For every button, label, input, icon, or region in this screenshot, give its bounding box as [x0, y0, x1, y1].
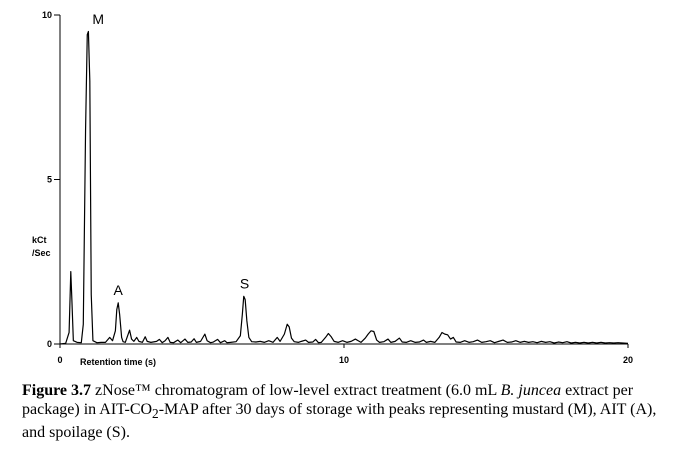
caption-text-3: -MAP after 30 days of storage with peaks…	[22, 401, 657, 442]
y-axis-label-line1: kCt	[32, 235, 47, 245]
chart-axes	[59, 15, 628, 345]
y-tick-label: 0	[47, 339, 52, 349]
chromatogram-chart: 0 5 10 0 10 20 kCt /Sec Retention time (s) M…	[32, 10, 633, 367]
peak-label-m: M	[92, 11, 104, 27]
y-tick-label: 5	[47, 175, 52, 185]
x-tick-label: 0	[57, 355, 62, 365]
y-axis-label-line2: /Sec	[32, 248, 51, 258]
x-tick-label: 20	[623, 355, 633, 365]
y-ticks: 0 5 10	[42, 10, 60, 349]
chromatogram-trace	[59, 30, 629, 345]
caption-subscript: 2	[152, 406, 159, 422]
x-axis-label: Retention time (s)	[80, 357, 156, 367]
caption-text-2: extract per package) in AIT-CO	[22, 382, 634, 418]
x-ticks: 0 10 20	[57, 344, 633, 365]
x-tick-label: 10	[339, 355, 349, 365]
caption-species: B. juncea	[500, 382, 562, 399]
caption-text-1: zNose™ chromatogram of low-level extract…	[91, 382, 501, 399]
figure-number: Figure 3.7	[22, 382, 92, 399]
figure-caption: Figure 3.7 zNose™ chromatogram of low-le…	[22, 381, 682, 442]
peak-labels: M A S	[92, 11, 249, 298]
peak-label-s: S	[240, 276, 249, 292]
series-group	[59, 30, 629, 345]
y-tick-label: 10	[42, 10, 52, 20]
peak-label-a: A	[114, 282, 124, 298]
